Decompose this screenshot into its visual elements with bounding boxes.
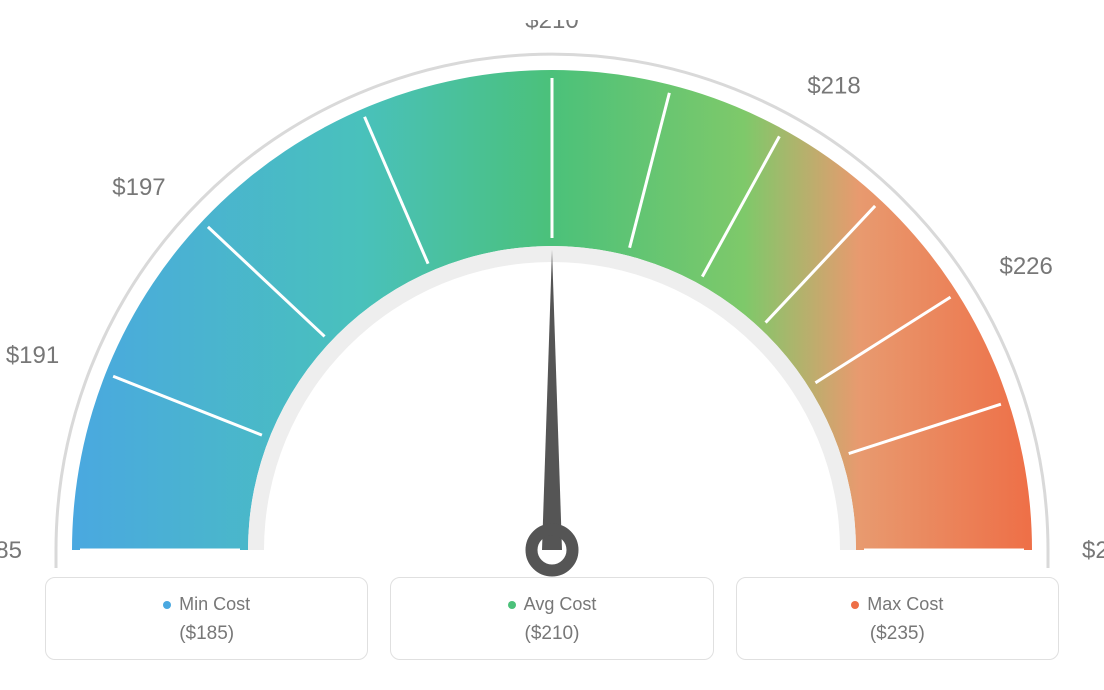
gauge-tick-label: $235 [1082, 537, 1104, 564]
min-cost-dot [163, 601, 171, 609]
max-cost-dot [851, 601, 859, 609]
gauge-chart: $185 $191 $197 $210 $218 $226 $235 [0, 20, 1104, 580]
min-cost-label: Min Cost [179, 594, 250, 615]
min-cost-card: Min Cost ($185) [45, 577, 368, 660]
avg-cost-dot [508, 601, 516, 609]
max-cost-label: Max Cost [867, 594, 943, 615]
avg-cost-title: Avg Cost [508, 594, 597, 615]
avg-cost-label: Avg Cost [524, 594, 597, 615]
gauge-tick-label: $218 [807, 73, 860, 100]
avg-cost-card: Avg Cost ($210) [390, 577, 713, 660]
gauge-tick-label: $197 [112, 174, 165, 201]
max-cost-title: Max Cost [851, 594, 943, 615]
summary-cards: Min Cost ($185) Avg Cost ($210) Max Cost… [45, 577, 1059, 660]
max-cost-value: ($235) [747, 623, 1048, 645]
cost-gauge-widget: $185 $191 $197 $210 $218 $226 $235 Min Cost ($… [0, 0, 1104, 690]
gauge-tick-label: $226 [999, 253, 1052, 280]
gauge-tick-label: $191 [6, 342, 59, 369]
gauge-tick-label: $185 [0, 537, 22, 564]
min-cost-value: ($185) [56, 623, 357, 645]
avg-cost-value: ($210) [401, 623, 702, 645]
gauge-tick-label: $210 [525, 20, 578, 34]
min-cost-title: Min Cost [163, 594, 250, 615]
max-cost-card: Max Cost ($235) [736, 577, 1059, 660]
